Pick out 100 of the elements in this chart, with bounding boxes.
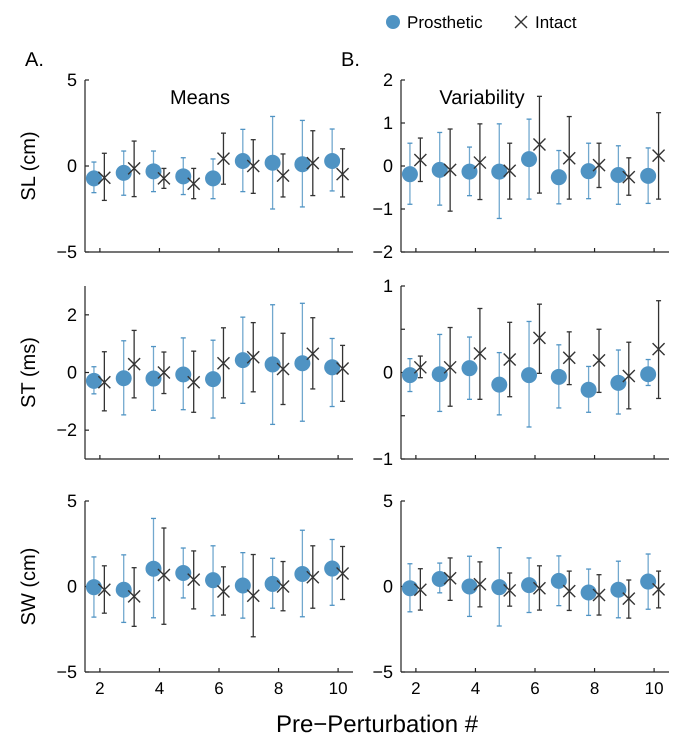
point	[592, 588, 606, 602]
point	[294, 156, 310, 172]
y-tick-label: 2	[66, 304, 77, 325]
point	[145, 163, 162, 180]
point	[246, 589, 260, 602]
point	[205, 371, 222, 388]
point	[157, 568, 171, 582]
text: B.	[341, 49, 360, 71]
x-tick-label: 2	[411, 679, 421, 698]
point	[86, 372, 102, 389]
legend-label: Intact	[535, 13, 577, 32]
y-tick-label: 5	[382, 491, 393, 511]
point	[306, 570, 320, 584]
point	[562, 351, 576, 364]
y-axis-title: ST (ms)	[18, 337, 40, 408]
point	[116, 164, 132, 181]
point	[550, 368, 567, 385]
point	[461, 164, 478, 180]
y-tick-label: −5	[56, 242, 77, 262]
point	[127, 357, 141, 371]
x-tick-label: 8	[274, 679, 284, 698]
point	[461, 578, 478, 594]
y-tick-label: 0	[382, 362, 393, 382]
point	[562, 584, 576, 598]
x-tick-label: 6	[214, 679, 224, 698]
point	[246, 350, 260, 364]
point	[580, 584, 597, 600]
point	[443, 360, 457, 374]
point	[610, 582, 626, 598]
point	[521, 577, 538, 594]
point	[306, 347, 320, 360]
point	[86, 170, 102, 186]
point	[216, 152, 230, 166]
point	[127, 590, 141, 604]
point	[432, 570, 448, 587]
point	[234, 153, 251, 170]
point	[127, 162, 141, 176]
point	[414, 360, 428, 374]
point	[276, 168, 290, 182]
point	[580, 382, 597, 398]
point	[98, 583, 112, 596]
x-axis-title: Pre−Perturbation #	[276, 711, 479, 738]
x-tick-label: 8	[590, 679, 600, 698]
x-tick-label: 2	[95, 679, 105, 698]
point	[640, 574, 656, 590]
y-tick-label: −5	[56, 662, 77, 682]
y-tick-label: 0	[66, 576, 77, 596]
point	[550, 169, 567, 186]
point	[264, 356, 281, 372]
x-tick-label: 4	[470, 679, 480, 698]
y-tick-label: −1	[372, 449, 393, 469]
chart-title: Variability	[439, 87, 525, 109]
point	[532, 331, 546, 345]
y-tick-label: 1	[382, 276, 393, 296]
point	[580, 163, 597, 180]
point	[432, 162, 448, 178]
point	[175, 168, 192, 184]
point	[550, 572, 567, 589]
y-tick-label: 5	[66, 491, 77, 511]
y-tick-label: 5	[66, 70, 77, 90]
point	[532, 582, 546, 595]
point	[234, 577, 251, 594]
text: A.	[25, 49, 44, 71]
y-tick-label: −1	[372, 199, 393, 219]
point	[276, 362, 290, 376]
point	[324, 153, 340, 170]
point	[592, 354, 606, 368]
point	[98, 376, 112, 390]
point	[521, 151, 538, 168]
x-tick-label: 6	[530, 679, 540, 698]
point	[175, 564, 192, 581]
point	[336, 566, 350, 580]
x-tick-label: 10	[644, 679, 664, 698]
chart-title: Means	[170, 87, 230, 109]
point	[175, 366, 192, 383]
point	[336, 362, 350, 376]
point	[324, 560, 340, 577]
y-axis-title: SW (cm)	[18, 548, 40, 626]
point	[652, 342, 666, 356]
point	[640, 168, 656, 184]
point	[116, 582, 132, 598]
point	[145, 560, 162, 577]
point	[473, 156, 487, 170]
point	[205, 572, 222, 588]
y-tick-label: 2	[382, 70, 393, 90]
point	[324, 359, 340, 376]
point	[264, 576, 281, 592]
point	[145, 370, 162, 387]
point	[414, 583, 428, 596]
point	[402, 580, 418, 596]
point	[622, 592, 636, 606]
point	[652, 148, 666, 162]
point	[336, 167, 350, 181]
point	[306, 156, 320, 170]
point	[264, 154, 281, 171]
point	[98, 170, 112, 184]
point	[532, 138, 546, 152]
point	[402, 166, 418, 182]
point	[216, 584, 230, 598]
point	[473, 578, 487, 591]
